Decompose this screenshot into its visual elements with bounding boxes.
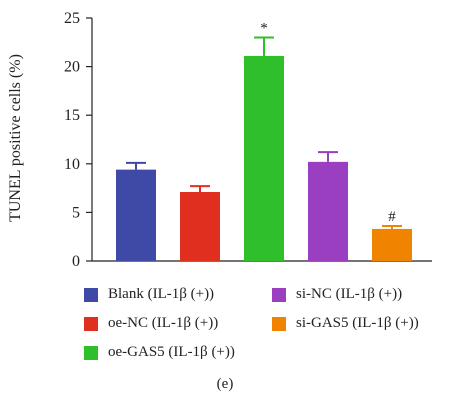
y-tick-label: 5 [72,204,80,221]
legend-item-oe-gas5: oe-GAS5 (IL-1β (+)) [84,344,235,361]
panel-label: (e) [216,376,234,392]
significance-marker: * [260,20,268,36]
legend-item-si-nc: si-NC (IL-1β (+)) [272,286,402,303]
bar [308,161,348,261]
legend-swatch-oe-gas5 [84,345,98,360]
y-tick-label: 0 [72,253,80,270]
bar [372,228,412,261]
legend-swatch-si-nc [272,287,286,302]
significance-marker: # [388,209,396,225]
bar [244,55,284,261]
legend-item-oe-nc: oe-NC (IL-1β (+)) [84,315,218,332]
legend-item-si-gas5: si-GAS5 (IL-1β (+)) [272,315,419,332]
legend-label-blank: Blank (IL-1β (+)) [108,286,215,302]
legend-label-si-gas5: si-GAS5 (IL-1β (+)) [296,315,419,331]
bar [180,191,220,261]
legend-label-si-nc: si-NC (IL-1β (+)) [296,286,403,302]
y-tick-label: 20 [64,59,80,76]
y-tick-label: 25 [64,10,80,27]
y-tick-label: 15 [64,107,80,124]
legend-item-blank: Blank (IL-1β (+)) [84,286,214,303]
legend-swatch-blank [84,287,98,302]
legend-label-oe-nc: oe-NC (IL-1β (+)) [108,315,219,331]
y-tick-label: 10 [64,156,80,173]
legend-swatch-oe-nc [84,316,98,331]
legend-swatch-si-gas5 [272,316,286,331]
bar [116,169,156,261]
legend-label-oe-gas5: oe-GAS5 (IL-1β (+)) [108,344,235,360]
y-axis-label: TUNEL positive cells (%) [7,54,24,222]
bars-group: *# [116,20,412,261]
